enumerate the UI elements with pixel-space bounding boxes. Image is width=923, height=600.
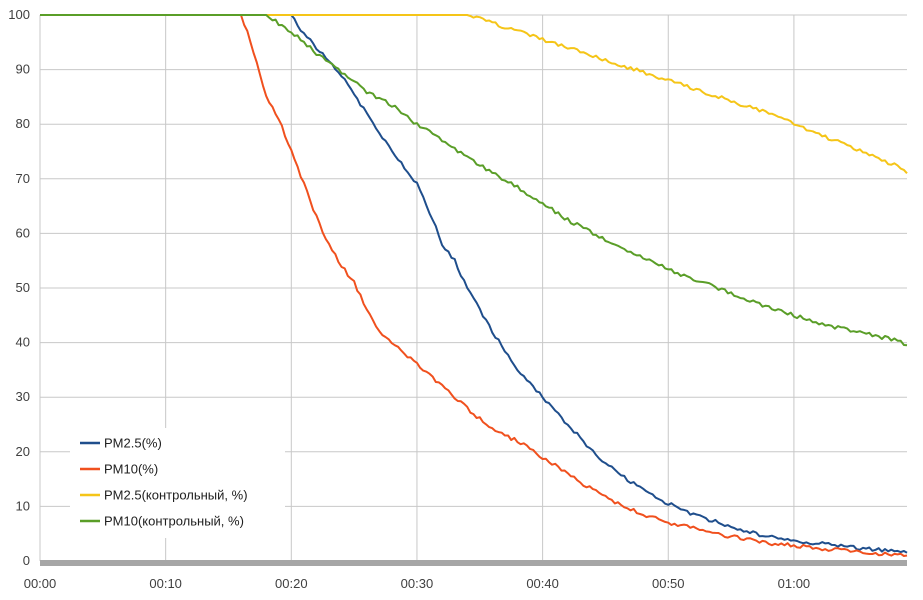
y-tick-label: 0 xyxy=(23,553,30,568)
x-axis-line xyxy=(40,560,907,566)
series-line-3 xyxy=(40,14,908,347)
legend-entry-label: PM2.5(%) xyxy=(104,436,162,451)
x-tick-label: 01:00 xyxy=(778,576,811,591)
x-tick-label: 00:00 xyxy=(24,576,57,591)
y-tick-label: 10 xyxy=(16,498,30,513)
axes xyxy=(40,560,907,566)
legend-entry-label: PM10(%) xyxy=(104,462,158,477)
y-tick-label: 30 xyxy=(16,389,30,404)
y-tick-labels: 0 10 20 30 40 50 60 70 80 90 100 xyxy=(8,7,30,568)
y-tick-label: 50 xyxy=(16,280,30,295)
grid-lines xyxy=(39,14,907,561)
legend-entry-label: PM2.5(контрольный, %) xyxy=(104,488,248,503)
legend-background xyxy=(70,428,285,538)
x-tick-label: 00:50 xyxy=(652,576,685,591)
series-line-2 xyxy=(40,14,908,174)
x-tick-label: 00:20 xyxy=(275,576,308,591)
y-tick-label: 90 xyxy=(16,62,30,77)
series-lines xyxy=(40,14,908,557)
y-tick-label: 20 xyxy=(16,444,30,459)
x-tick-label: 00:30 xyxy=(401,576,434,591)
x-tick-labels: 00:00 00:10 00:20 00:30 00:40 00:50 01:00 xyxy=(24,576,810,591)
x-tick-label: 00:10 xyxy=(149,576,182,591)
x-tick-label: 00:40 xyxy=(526,576,559,591)
y-tick-label: 70 xyxy=(16,171,30,186)
legend-entry-label: PM10(контрольный, %) xyxy=(104,514,244,529)
y-tick-label: 40 xyxy=(16,335,30,350)
legend: PM2.5(%) PM10(%) PM2.5(контрольный, %) PM10… xyxy=(70,428,285,538)
y-tick-label: 80 xyxy=(16,116,30,131)
y-tick-label: 60 xyxy=(16,225,30,240)
y-tick-label: 100 xyxy=(8,7,30,22)
